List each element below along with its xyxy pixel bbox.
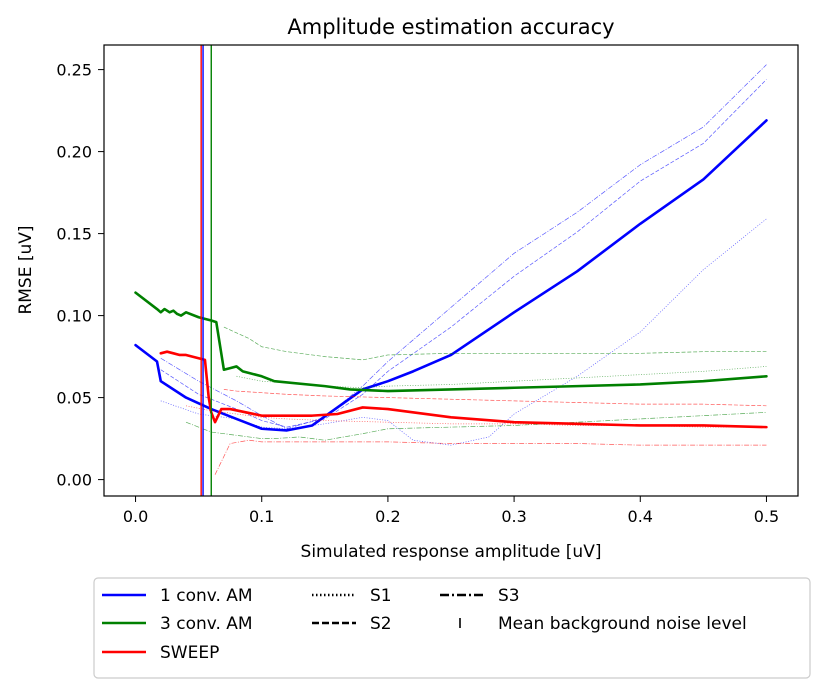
y-tick-label: 0.10 (56, 307, 92, 326)
plot-area (134, 45, 768, 496)
legend-label: S1 (370, 586, 392, 606)
x-axis-label: Simulated response amplitude [uV] (301, 542, 602, 562)
legend-item-s1: S1 (312, 586, 392, 606)
y-axis-label: RMSE [uV] (16, 225, 36, 314)
series-line-3-conv-am-s3 (185, 412, 767, 441)
legend-label: 1 conv. AM (160, 586, 253, 606)
legend-item-3-conv-am: 3 conv. AM (102, 614, 253, 634)
y-tick-label: 0.05 (56, 389, 92, 408)
series-line-3-conv-am-s2 (223, 326, 767, 361)
series-line-sweep-s2 (223, 389, 767, 407)
chart-title: Amplitude estimation accuracy (287, 15, 614, 39)
x-tick-label: 0.3 (501, 507, 526, 526)
legend-item-sweep: SWEEP (102, 643, 219, 663)
series-line-3-conv-am (134, 291, 768, 393)
legend-item-mean-background-noise-level: Mean background noise level (459, 614, 747, 634)
series-line-sweep-s1 (185, 405, 767, 428)
legend-label: SWEEP (160, 643, 219, 663)
y-tick-label: 0.25 (56, 61, 92, 80)
legend-label: S2 (370, 614, 392, 634)
series-line-1-conv-am-s3 (160, 64, 767, 430)
x-tick-label: 0.5 (754, 507, 779, 526)
series-line-sweep (159, 350, 768, 429)
legend-item-s3: S3 (440, 586, 520, 606)
legend: 1 conv. AM 3 conv. AM SWEEP S1 S2 S3 Mean back… (93, 577, 811, 679)
x-tick-label: 0.4 (628, 507, 653, 526)
legend-label: S3 (498, 586, 520, 606)
legend-label: 3 conv. AM (160, 614, 253, 634)
y-tick-label: 0.00 (56, 471, 92, 490)
series-line-1-conv-am (134, 119, 768, 432)
y-tick-label: 0.20 (56, 143, 92, 162)
y-axis: 0.00 0.05 0.10 0.15 0.20 0.25 (56, 61, 104, 490)
series-line-sweep-s3 (214, 439, 767, 475)
x-tick-label: 0.1 (249, 507, 274, 526)
legend-frame (93, 577, 811, 679)
legend-label: Mean background noise level (498, 614, 747, 634)
legend-item-s2: S2 (312, 614, 392, 634)
x-axis: 0.0 0.1 0.2 0.3 0.4 0.5 (123, 496, 779, 526)
x-tick-label: 0.2 (375, 507, 400, 526)
x-tick-label: 0.0 (123, 507, 148, 526)
series-line-1-conv-am-s1 (160, 218, 767, 446)
axes-frame (103, 44, 799, 497)
legend-item-1-conv-am: 1 conv. AM (102, 586, 253, 606)
y-tick-label: 0.15 (56, 225, 92, 244)
